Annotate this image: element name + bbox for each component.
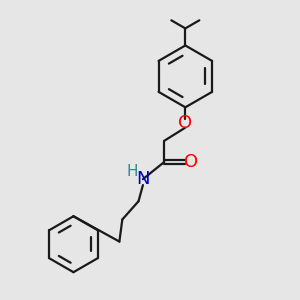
Text: O: O: [184, 153, 198, 171]
Text: O: O: [178, 114, 192, 132]
Text: H: H: [127, 164, 138, 179]
Text: N: N: [136, 170, 150, 188]
